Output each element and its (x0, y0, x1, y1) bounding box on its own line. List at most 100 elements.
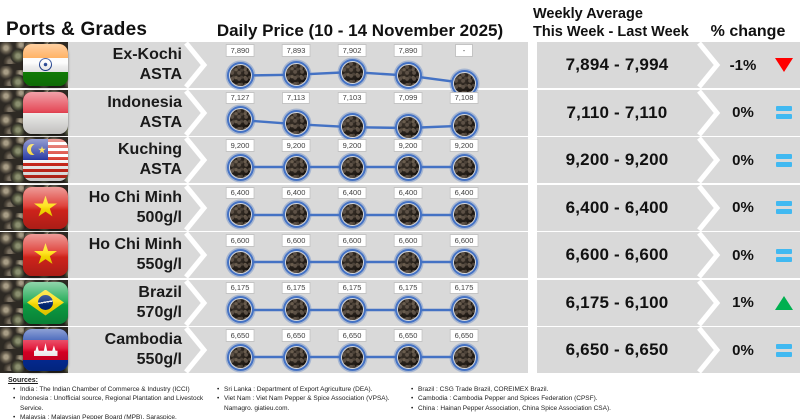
peppercorn-datapoint-icon (341, 61, 363, 83)
peppercorn-datapoint-icon (397, 204, 419, 225)
daily-price-sparkline: 6,600 6,600 6,600 6,600 6,600 (208, 232, 528, 278)
daily-price-label: 6,600 (281, 234, 311, 247)
price-row: Ex-Kochi ASTA 7,890 7,893 7,902 7,890 - 7,89… (0, 42, 800, 94)
daily-price-label: 6,600 (393, 234, 423, 247)
sparkline-line (240, 165, 464, 169)
daily-price-label: 6,600 (449, 234, 479, 247)
port-name: Kuching (118, 141, 182, 159)
peppercorn-datapoint-icon (453, 204, 475, 225)
daily-price-sparkline: 7,127 7,113 7,103 7,099 7,108 (208, 90, 528, 138)
port-name: Cambodia (104, 331, 182, 349)
daily-price-label: 6,600 (337, 234, 367, 247)
sparkline-line (240, 260, 464, 264)
sources-column-2: Sri Lanka : Department of Export Agricul… (216, 385, 404, 413)
daily-price-label: 6,650 (225, 329, 255, 342)
source-item: Malaysia : Malaysian Pepper Board (MPB),… (12, 413, 214, 419)
price-row: Cambodia 550g/l 6,650 6,650 6,650 6,650 6,65… (0, 327, 800, 373)
sparkline-line (240, 308, 464, 311)
port-grade: ASTA (139, 161, 182, 178)
row-band-right (537, 232, 800, 278)
port-grade: ASTA (139, 113, 182, 131)
pct-change-value: 0% (732, 151, 754, 169)
daily-price-label: 6,650 (449, 329, 479, 342)
peppercorn-datapoint-icon (341, 156, 363, 178)
port-name: Ho Chi Minh (88, 236, 182, 254)
port-grade-label: Brazil 570g/l (68, 280, 188, 326)
daily-price-label: 7,127 (225, 91, 255, 104)
peppercorn-datapoint-icon (229, 204, 251, 225)
daily-price-label: 7,108 (449, 91, 479, 104)
price-row: Ho Chi Minh 550g/l 6,600 6,600 6,600 6,600 6… (0, 232, 800, 278)
peppercorn-datapoint-icon (453, 299, 475, 320)
daily-price-label: 7,893 (281, 44, 311, 57)
peppercorn-datapoint-icon (397, 299, 419, 320)
chevron-right-icon (697, 137, 721, 183)
chevron-right-icon (697, 89, 721, 136)
weekly-average-value: 7,894 - 7,994 (565, 55, 669, 74)
weekly-average-header: Weekly Average This Week - Last Week (533, 5, 703, 41)
peppercorn-datapoint-icon (341, 346, 363, 368)
country-flag-icon (23, 91, 68, 134)
peppercorn-datapoint-icon (397, 251, 419, 273)
daily-price-label: 7,890 (225, 44, 255, 57)
trend-indicator-icon (773, 232, 795, 278)
source-item: Brazil : CSG Trade Brazil, COREIMEX Braz… (410, 385, 660, 395)
daily-price-label: 6,175 (449, 281, 479, 294)
port-grade: 550g/l (136, 256, 182, 273)
peppercorn-datapoint-icon (229, 346, 251, 368)
daily-price-label: 7,103 (337, 91, 367, 104)
daily-price-label: 6,400 (337, 186, 367, 199)
price-row: Brazil 570g/l 6,175 6,175 6,175 6,175 6,175 … (0, 279, 800, 326)
peppercorn-datapoint-icon (229, 251, 251, 273)
peppercorn-datapoint-icon (285, 346, 307, 368)
pct-change-value: 0% (732, 341, 754, 359)
daily-price-label: 9,200 (281, 139, 311, 152)
daily-price-label: 6,400 (281, 186, 311, 199)
country-flag-icon (23, 329, 68, 371)
daily-price-label: 6,650 (393, 329, 423, 342)
peppercorn-datapoint-icon (229, 109, 251, 130)
trend-indicator-icon (773, 327, 795, 373)
port-grade-label: Ex-Kochi ASTA (68, 42, 188, 88)
chevron-right-icon (184, 327, 208, 373)
ports-grades-header: Ports & Grades (6, 19, 148, 40)
weekly-average-value: 6,175 - 6,100 (565, 292, 669, 312)
sources-footer: Sources: India : The Indian Chamber of C… (0, 375, 800, 419)
pct-change-value: -1% (729, 56, 757, 74)
daily-price-sparkline: 6,175 6,175 6,175 6,175 6,175 (208, 280, 528, 326)
peppercorn-datapoint-icon (341, 204, 363, 225)
daily-price-label: - (455, 44, 473, 57)
port-name: Ex-Kochi (112, 46, 182, 64)
pct-change-value: 0% (732, 246, 754, 264)
port-name: Brazil (138, 283, 182, 301)
row-band-right (537, 279, 800, 326)
trend-indicator-icon (773, 137, 795, 183)
country-flag-icon (23, 44, 68, 86)
sparkline-line (239, 118, 465, 129)
port-grade: 570g/l (136, 303, 182, 321)
daily-price-header: Daily Price (10 - 14 November 2025) (216, 21, 504, 40)
peppercorn-datapoint-icon (341, 299, 363, 320)
chevron-right-icon (697, 327, 721, 373)
peppercorn-datapoint-icon (285, 204, 307, 225)
chevron-right-icon (184, 232, 208, 278)
price-row: Kuching ASTA 9,200 9,200 9,200 9,200 9,200 9… (0, 137, 800, 183)
weekly-average-value: 9,200 - 9,200 (565, 150, 669, 169)
daily-price-sparkline: 9,200 9,200 9,200 9,200 9,200 (208, 137, 528, 183)
sources-column-1: India : The Indian Chamber of Commerce &… (12, 385, 214, 419)
pct-change-value: 0% (732, 104, 754, 121)
port-grade-label: Cambodia 550g/l (68, 327, 188, 373)
port-grade-label: Ho Chi Minh 550g/l (68, 232, 188, 278)
daily-price-label: 9,200 (337, 139, 367, 152)
peppercorn-datapoint-icon (229, 299, 251, 320)
chevron-right-icon (697, 42, 721, 88)
peppercorn-datapoint-icon (397, 346, 419, 368)
source-item: China : Hainan Pepper Association, China… (410, 404, 660, 414)
row-band-right (537, 327, 800, 373)
pct-change-value: 0% (732, 199, 754, 216)
row-band-right (537, 184, 800, 231)
price-row: Indonesia ASTA 7,127 7,113 7,103 7,099 7,108… (0, 89, 800, 138)
peppercorn-datapoint-icon (453, 72, 475, 94)
weekly-average-header-line2: This Week - Last Week (533, 24, 689, 41)
